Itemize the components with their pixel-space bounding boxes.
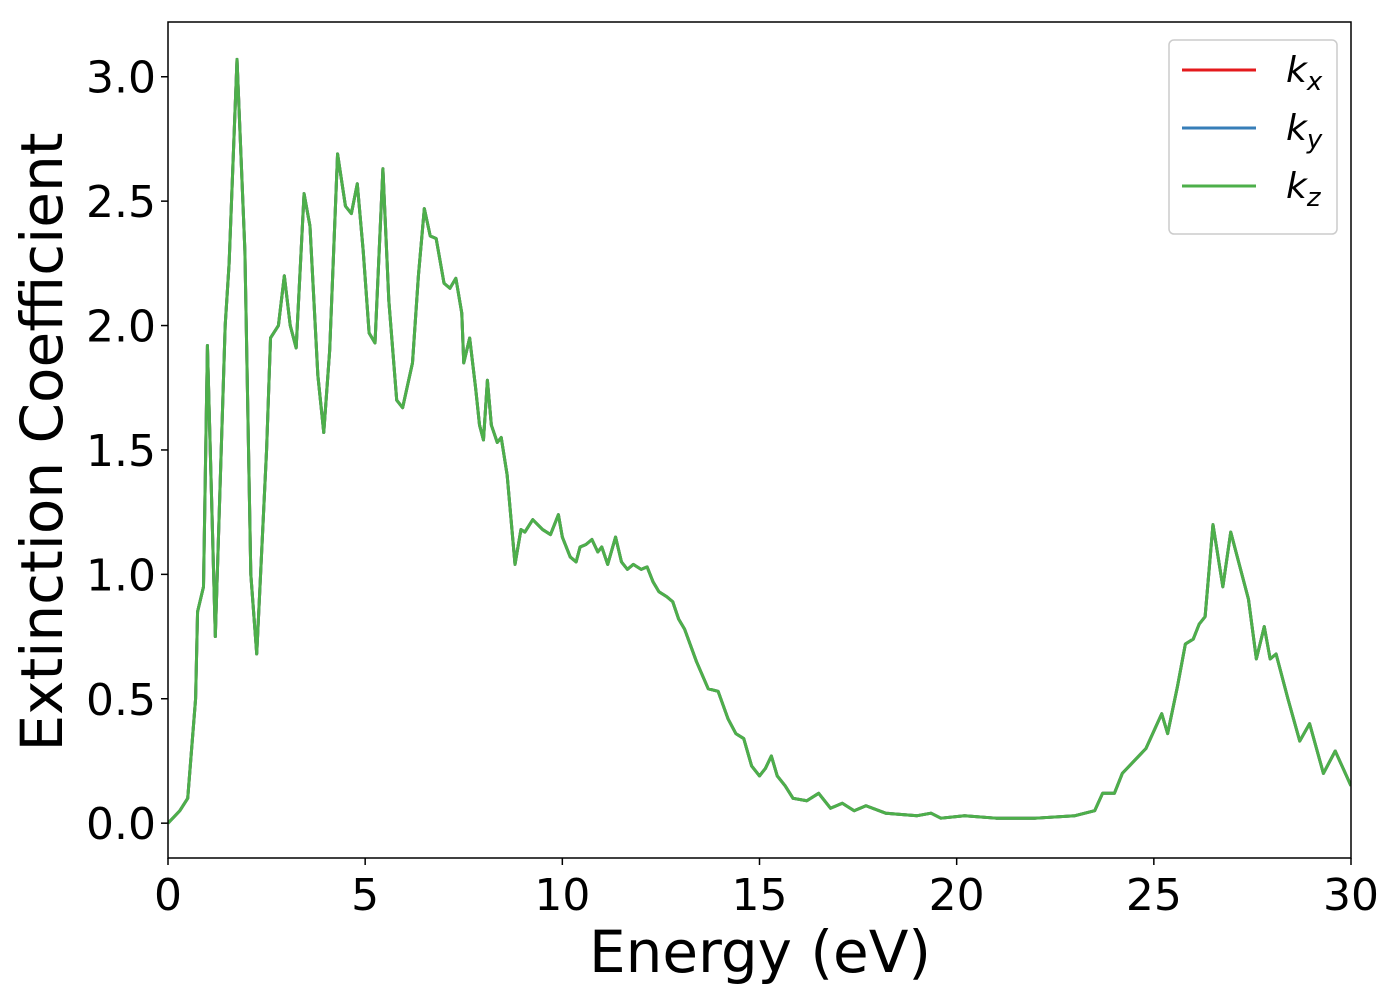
x-axis-label: Energy (eV) (589, 918, 931, 986)
x-tick-label: 15 (732, 870, 788, 921)
y-tick-label: 3.0 (86, 53, 156, 104)
x-tick-label: 10 (534, 870, 590, 921)
y-tick-label: 1.0 (86, 550, 156, 601)
y-tick-label: 0.5 (86, 675, 156, 726)
data-line (168, 57, 1351, 825)
y-tick-label: 2.0 (86, 302, 156, 353)
x-tick-label: 30 (1323, 870, 1379, 921)
plot-frame (167, 21, 1352, 859)
x-tick-label: 5 (351, 870, 379, 921)
legend-label: kz (1286, 166, 1322, 213)
x-tick-label: 25 (1126, 870, 1182, 921)
x-tick-label: 20 (929, 870, 985, 921)
legend-label: ky (1286, 108, 1323, 155)
y-tick-label: 1.5 (86, 426, 156, 477)
x-tick-label: 0 (154, 870, 182, 921)
y-tick-label: 2.5 (86, 177, 156, 228)
y-tick-label: 0.0 (86, 799, 156, 850)
legend-label: kx (1286, 50, 1323, 97)
y-axis-label: Extinction Coefficient (8, 133, 76, 752)
